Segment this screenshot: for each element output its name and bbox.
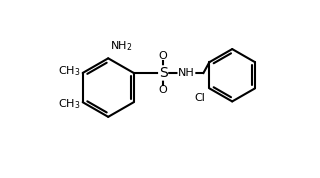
Text: NH$_2$: NH$_2$	[110, 39, 132, 53]
Text: CH$_3$: CH$_3$	[58, 97, 80, 111]
Text: O: O	[159, 51, 168, 61]
Text: NH: NH	[178, 68, 195, 78]
Text: O: O	[159, 85, 168, 95]
Text: S: S	[159, 66, 168, 80]
Text: Cl: Cl	[195, 93, 205, 103]
Text: CH$_3$: CH$_3$	[58, 64, 80, 78]
